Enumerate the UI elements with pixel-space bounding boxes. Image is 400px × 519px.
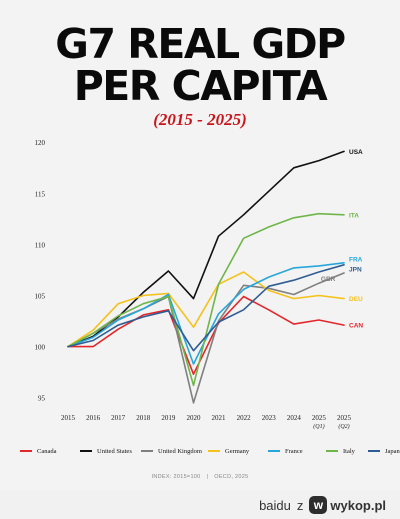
legend-swatch xyxy=(326,450,338,452)
legend-item-fra: France xyxy=(268,445,303,457)
legend-item-usa: United States xyxy=(80,445,132,457)
x-tick-label: 2017 xyxy=(111,414,126,422)
x-tick-label: 2016 xyxy=(86,414,101,422)
series-label-can: CAN xyxy=(349,323,363,330)
wykop-logo-icon: w xyxy=(309,496,328,514)
watermark-bar: baidu z w wykop.pl xyxy=(0,490,400,519)
legend-label: Italy xyxy=(343,447,355,455)
legend-label: France xyxy=(285,447,303,455)
legend-item-deu: Germany xyxy=(208,445,249,457)
legend-label: Japan xyxy=(385,447,400,455)
credit-z: z xyxy=(296,497,304,513)
legend-label: Canada xyxy=(37,447,57,455)
series-label-fra: FRA xyxy=(349,256,363,263)
chart-legend: Canada United States United Kingdom Germany… xyxy=(20,445,400,457)
series-line-usa xyxy=(67,150,345,348)
x-tick-label: 2018 xyxy=(136,414,151,422)
series-line-ita xyxy=(67,212,345,387)
legend-swatch xyxy=(141,450,153,452)
y-tick-label: 120 xyxy=(35,139,46,147)
legend-swatch xyxy=(268,450,280,452)
series-label-jpn: JPN xyxy=(349,266,362,273)
legend-item-jpn: Japan xyxy=(368,445,400,457)
credit-user: baidu xyxy=(259,497,291,513)
x-tick-label: 2019 xyxy=(161,414,176,422)
y-tick-label: 95 xyxy=(38,395,46,403)
legend-swatch xyxy=(208,450,220,452)
y-tick-label: 105 xyxy=(35,292,46,300)
x-tick-label: 2024 xyxy=(287,414,302,422)
x-tick-label: 2023 xyxy=(262,414,277,422)
series-line-fra xyxy=(67,261,345,365)
y-tick-label: 115 xyxy=(35,190,46,198)
series-line-deu xyxy=(67,271,345,348)
x-tick-sublabel: (Q1) xyxy=(313,423,324,430)
x-tick-label: 2022 xyxy=(237,414,252,422)
series-line-jpn xyxy=(67,263,345,352)
legend-label: United States xyxy=(97,447,132,455)
index-note: INDEX: 2015=100 xyxy=(151,474,201,480)
series-label-usa: USA xyxy=(349,149,363,156)
series-label-deu: DEU xyxy=(349,296,363,303)
footer-note: INDEX: 2015=100 | OECD, 2025 xyxy=(0,474,400,480)
x-tick-label: 2020 xyxy=(186,414,201,422)
x-tick-label: 2025 xyxy=(337,414,352,422)
x-tick-sublabel: (Q2) xyxy=(338,423,349,430)
legend-swatch xyxy=(80,450,92,452)
title-line-1: G7 REAL GDP xyxy=(55,20,346,68)
legend-swatch xyxy=(368,450,380,452)
legend-label: Germany xyxy=(225,447,250,455)
y-tick-label: 110 xyxy=(35,241,46,249)
x-tick-label: 2015 xyxy=(61,414,76,422)
x-tick-label: 2025 xyxy=(312,414,327,422)
series-line-can xyxy=(67,295,345,376)
credit-site[interactable]: wykop.pl xyxy=(330,497,386,513)
footer-separator: | xyxy=(206,474,209,480)
gdp-line-chart: 95 100 105 110 115 120 2015 2016 2017 2018 2019 202… xyxy=(35,139,364,430)
legend-item-gbr: United Kingdom xyxy=(141,445,202,457)
title-line-2: PER CAPITA xyxy=(73,62,328,110)
series-label-gbr: GBR xyxy=(321,276,336,283)
legend-item-ita: Italy xyxy=(326,445,355,457)
x-tick-label: 2021 xyxy=(212,414,227,422)
subtitle: (2015 - 2025) xyxy=(153,110,247,129)
legend-item-can: Canada xyxy=(20,445,57,457)
source-note: OECD, 2025 xyxy=(214,474,249,480)
y-tick-label: 100 xyxy=(35,344,46,352)
infographic-card: G7 REAL GDP PER CAPITA (2015 - 2025) 95 1… xyxy=(0,20,400,480)
series-label-ita: ITA xyxy=(349,212,359,219)
legend-swatch xyxy=(20,450,32,452)
credit: baidu z w wykop.pl xyxy=(259,496,386,514)
legend-label: United Kingdom xyxy=(158,447,202,455)
series-line-gbr xyxy=(67,272,345,404)
